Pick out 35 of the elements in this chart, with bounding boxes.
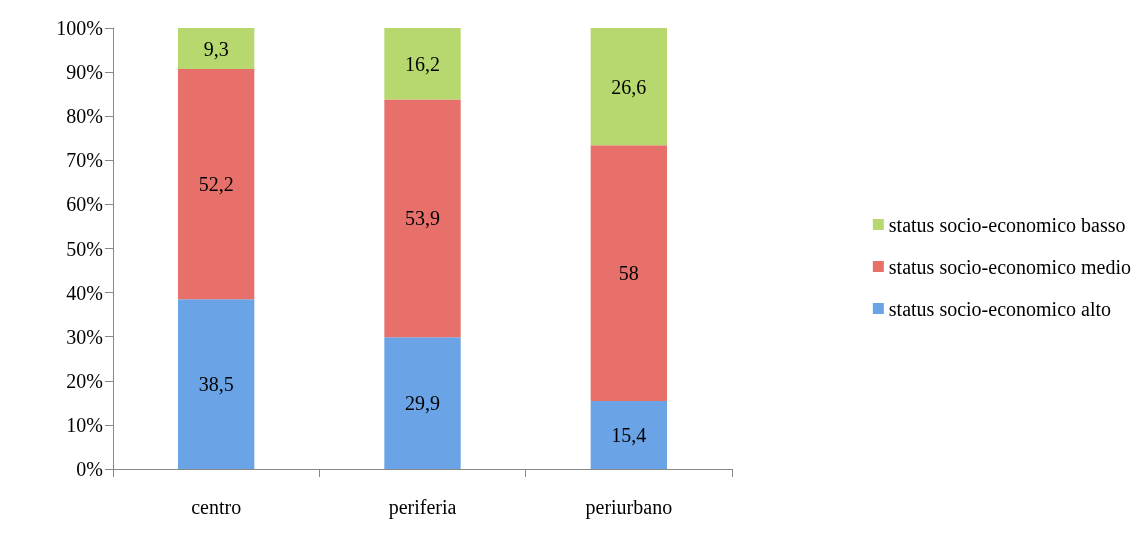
data-label: 52,2: [198, 173, 234, 196]
legend-label: status socio-economico basso: [888, 213, 1126, 236]
y-tick-label: 100%: [56, 17, 103, 39]
y-tick-label: 80%: [66, 105, 103, 128]
bar: [178, 299, 255, 469]
x-tick-label: periurbano: [585, 496, 673, 519]
y-tick-label: 70%: [66, 149, 103, 172]
bar: [178, 69, 255, 300]
legend-label: status socio-economico medio: [888, 255, 1131, 278]
bar: [384, 28, 461, 100]
y-tick-label: 10%: [66, 413, 103, 436]
data-label: 29,9: [405, 392, 440, 415]
data-label: 38,5: [198, 373, 234, 396]
data-label: 9,3: [203, 37, 229, 60]
data-label: 58: [618, 262, 639, 285]
y-tick-label: 30%: [66, 325, 103, 348]
legend-label: status socio-economico alto: [888, 297, 1111, 320]
bar: [384, 99, 461, 338]
y-tick-label: 50%: [66, 237, 103, 260]
data-label: 26,6: [611, 75, 647, 98]
y-tick-label: 20%: [66, 369, 103, 392]
x-tick-label: centro: [191, 496, 242, 518]
data-label: 53,9: [405, 207, 440, 230]
data-label: 15,4: [611, 424, 647, 447]
y-tick-label: 60%: [66, 193, 103, 216]
bar: [384, 337, 461, 469]
data-label: 16,2: [405, 52, 440, 75]
y-tick-label: 0%: [76, 458, 103, 480]
x-tick-label: periferia: [388, 496, 457, 519]
bar: [590, 401, 668, 469]
y-tick-label: 40%: [66, 281, 103, 304]
y-tick-label: 90%: [66, 61, 103, 84]
bar: [590, 28, 668, 146]
bar: [590, 145, 668, 402]
bar: [178, 28, 255, 70]
